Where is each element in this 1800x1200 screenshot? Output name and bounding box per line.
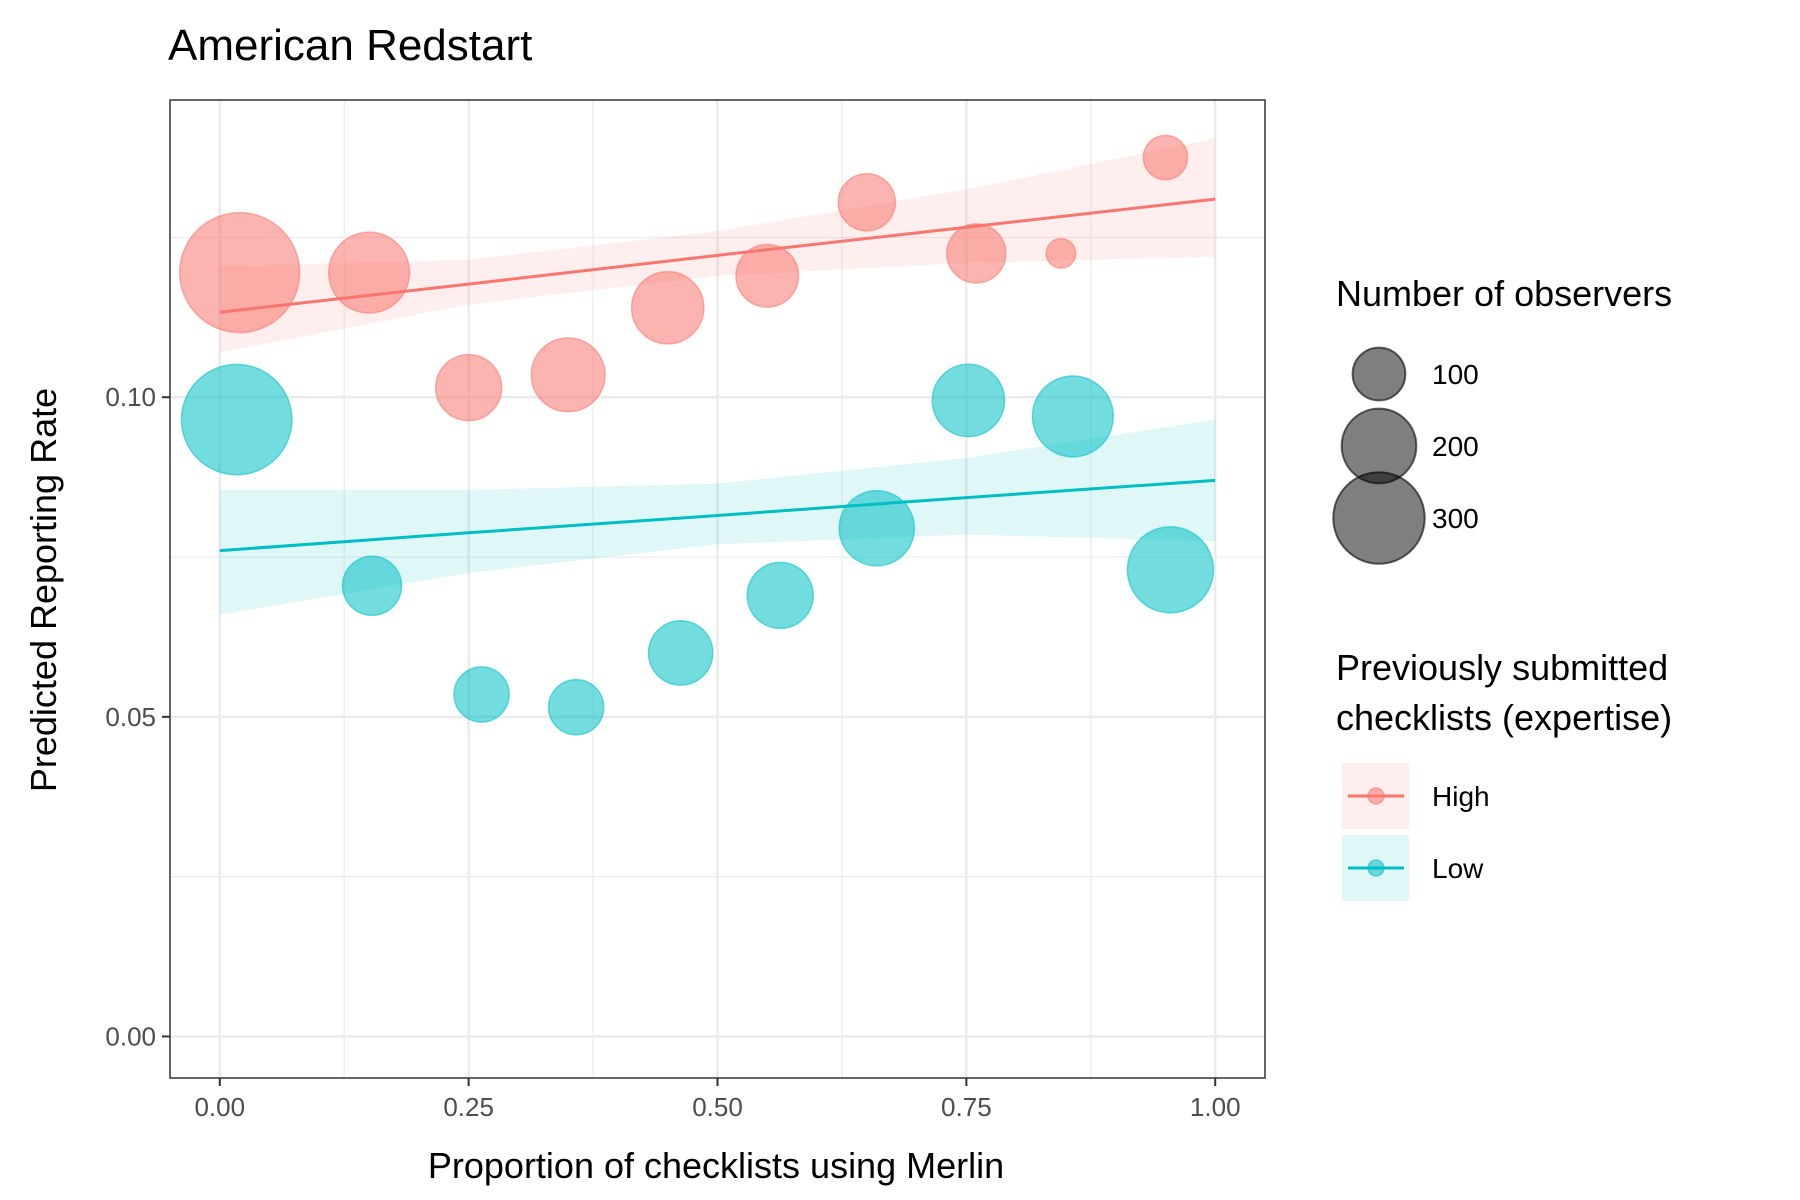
data-point-high <box>630 270 705 345</box>
color-legend-title-line-2: checklists (expertise) <box>1336 697 1672 738</box>
data-point-high <box>178 211 301 334</box>
data-point-low <box>453 666 510 723</box>
size-legend-key <box>1332 471 1426 565</box>
data-point-low <box>746 561 814 630</box>
data-point-low <box>1031 375 1115 458</box>
y-axis: 0.00 0.05 0.10 <box>105 382 170 1051</box>
color-legend-label: High <box>1432 781 1490 812</box>
x-axis: 0.00 0.25 0.50 0.75 1.00 <box>194 1078 1241 1122</box>
data-point-high <box>946 223 1007 284</box>
chart-title: American Redstart <box>168 21 532 70</box>
data-point-low <box>838 489 916 567</box>
size-legend-label: 200 <box>1432 431 1479 462</box>
data-point-high <box>1045 237 1077 269</box>
x-axis-title: Proportion of checklists using Merlin <box>428 1145 1004 1186</box>
size-legend-label: 100 <box>1432 359 1479 390</box>
color-legend-key-point <box>1367 787 1385 805</box>
data-point-low <box>180 363 293 476</box>
x-tick-label: 0.50 <box>692 1092 743 1122</box>
color-legend-title-line-1: Previously submitted <box>1336 647 1668 688</box>
y-tick-label: 0.10 <box>105 382 156 412</box>
data-point-low <box>931 363 1006 438</box>
size-legend: Number of observers 100 200 300 <box>1332 273 1672 565</box>
x-tick-label: 0.00 <box>194 1092 245 1122</box>
data-point-low <box>647 620 714 686</box>
size-legend-label: 300 <box>1432 503 1479 534</box>
data-point-high <box>530 337 606 413</box>
data-point-high <box>327 231 411 314</box>
color-legend-key-point <box>1367 859 1385 877</box>
confidence-band-low <box>219 419 1216 615</box>
y-tick-label: 0.00 <box>105 1021 156 1051</box>
data-point-high <box>434 353 503 422</box>
color-legend-label: Low <box>1432 853 1484 884</box>
x-tick-label: 0.25 <box>443 1092 494 1122</box>
plot-area <box>169 99 1266 1079</box>
size-legend-title: Number of observers <box>1336 273 1672 314</box>
trend-line-low <box>219 478 1216 553</box>
data-point-high <box>735 243 800 308</box>
data-point-low <box>547 678 605 736</box>
size-legend-key <box>1351 346 1407 402</box>
y-axis-title: Predicted Reporting Rate <box>23 388 64 792</box>
data-point-low <box>341 555 403 617</box>
confidence-band-high <box>219 138 1216 353</box>
x-tick-label: 1.00 <box>1190 1092 1241 1122</box>
x-tick-label: 0.75 <box>941 1092 992 1122</box>
data-point-high <box>1142 134 1189 181</box>
data-point-low <box>1126 526 1215 614</box>
color-legend: Previously submitted checklists (experti… <box>1336 647 1672 901</box>
data-point-high <box>837 172 897 232</box>
y-tick-label: 0.05 <box>105 702 156 732</box>
